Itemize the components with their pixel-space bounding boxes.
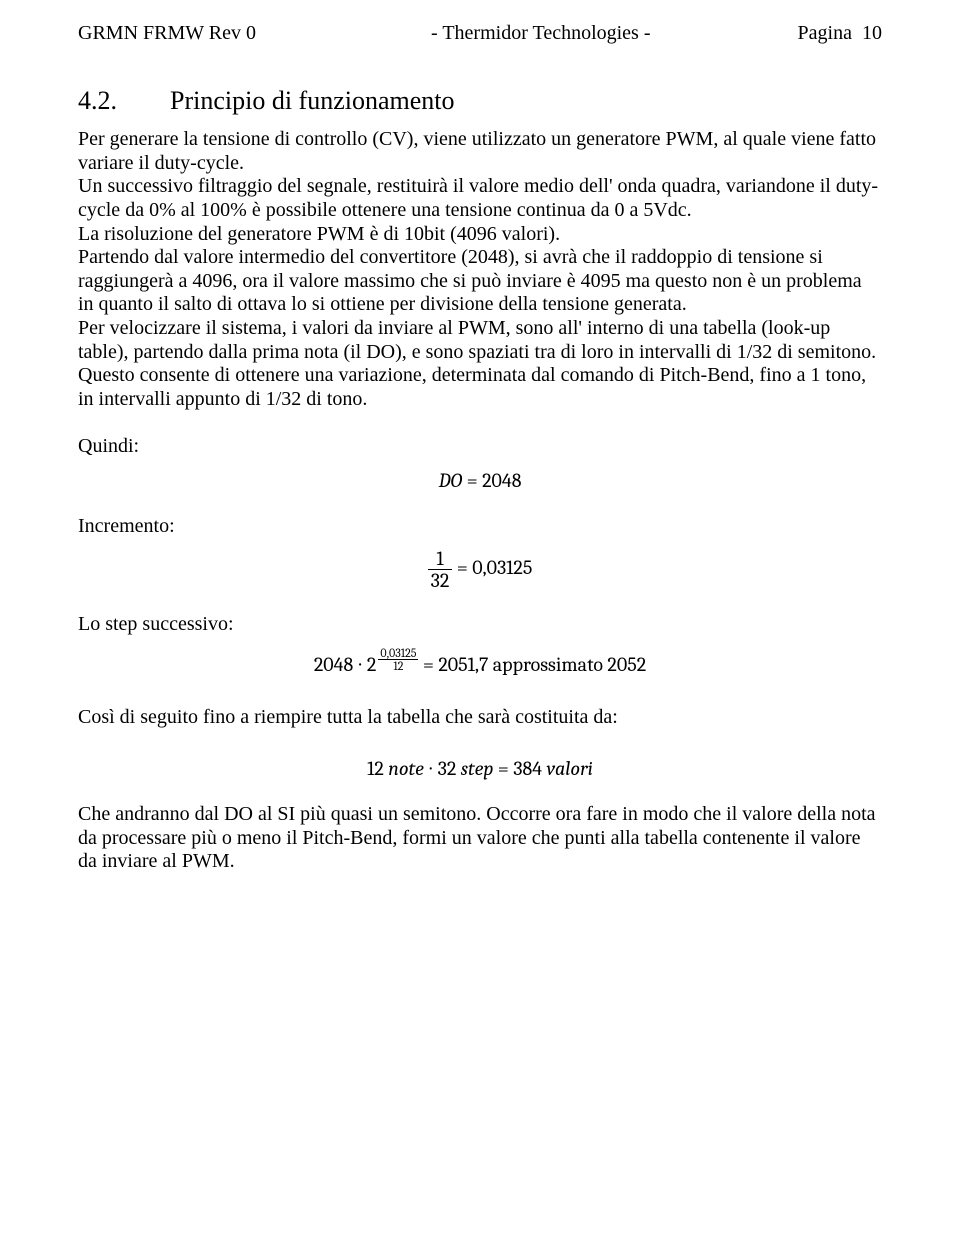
exponent-fraction: 0,0312512 [378, 647, 418, 672]
equation-total: 12 note ∙ 32 step = 384 valori [78, 757, 882, 781]
equation-increment: 1 32 = 0,03125 [78, 548, 882, 591]
page-header: GRMN FRMW Rev 0 - Thermidor Technologies… [78, 22, 882, 46]
paragraph: Che andranno dal DO al SI più quasi un s… [78, 803, 882, 874]
label-quindi: Quindi: [78, 435, 882, 459]
header-center: - Thermidor Technologies - [431, 22, 650, 46]
fraction: 1 32 [428, 548, 453, 591]
section-number: 4.2. [78, 86, 170, 117]
paragraph: Per generare la tensione di controllo (C… [78, 128, 882, 175]
label-step: Lo step successivo: [78, 613, 882, 637]
paragraph: Per velocizzare il sistema, i valori da … [78, 317, 882, 364]
header-left: GRMN FRMW Rev 0 [78, 22, 284, 46]
paragraph: La risoluzione del generatore PWM è di 1… [78, 223, 882, 247]
section-title: 4.2.Principio di funzionamento [78, 86, 882, 117]
equation-do: DO = 2048 [78, 469, 882, 493]
paragraph: Questo consente di ottenere una variazio… [78, 364, 882, 411]
document-page: GRMN FRMW Rev 0 - Thermidor Technologies… [0, 0, 960, 1250]
label-incremento: Incremento: [78, 515, 882, 539]
paragraph: Un successivo filtraggio del segnale, re… [78, 175, 882, 222]
paragraph: Partendo dal valore intermedio del conve… [78, 246, 882, 317]
equation-step: 2048 ∙ 20,0312512 = 2051,7 approssimato … [78, 653, 882, 678]
paragraph: Così di seguito fino a riempire tutta la… [78, 706, 882, 730]
header-right: Pagina 10 [798, 22, 882, 46]
section-heading: Principio di funzionamento [170, 86, 455, 115]
